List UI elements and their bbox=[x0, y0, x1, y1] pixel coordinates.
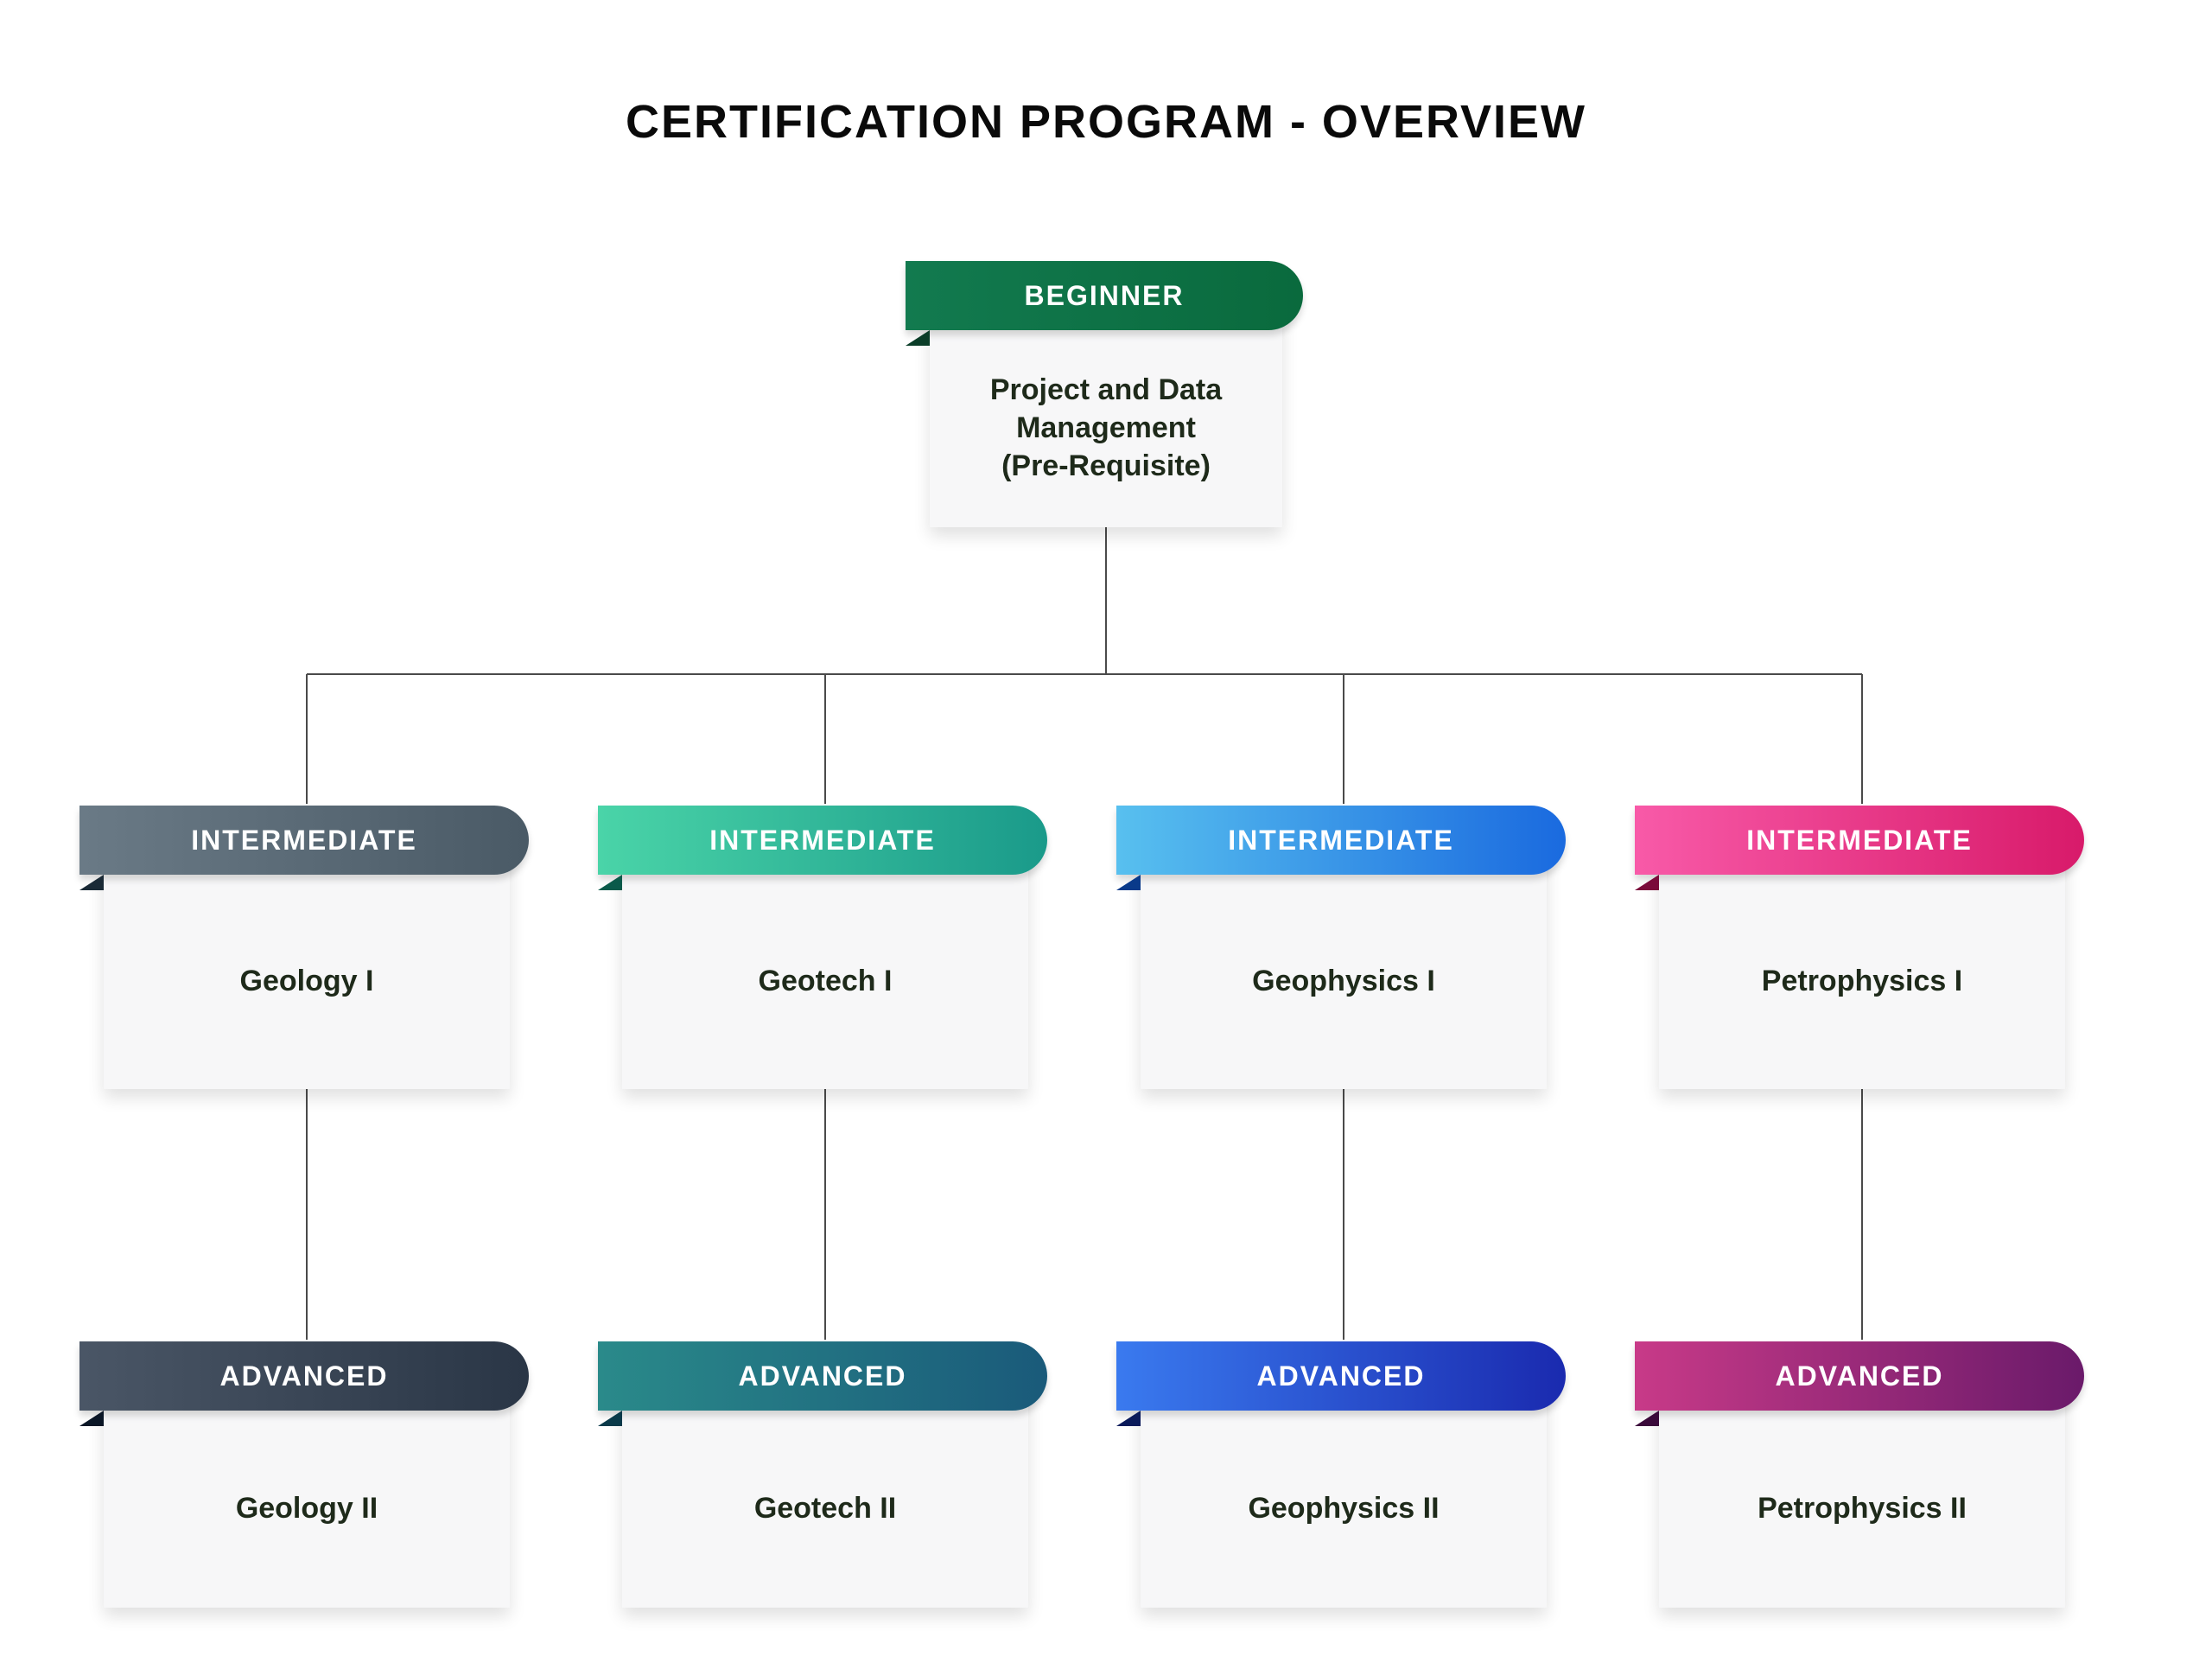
petrophysics-intermediate-ribbon: INTERMEDIATE bbox=[1635, 806, 2084, 875]
petrophysics-advanced-card: ADVANCEDPetrophysics II bbox=[1659, 1366, 2065, 1608]
petrophysics-intermediate-ribbon-corner bbox=[1635, 875, 1659, 890]
beginner-ribbon: BEGINNER bbox=[906, 261, 1303, 330]
geology-advanced-card: ADVANCEDGeology II bbox=[104, 1366, 510, 1608]
geology-advanced-ribbon: ADVANCED bbox=[79, 1341, 529, 1411]
geophysics-advanced-ribbon: ADVANCED bbox=[1116, 1341, 1566, 1411]
page-title: CERTIFICATION PROGRAM - OVERVIEW bbox=[0, 95, 2212, 149]
geophysics-advanced-card: ADVANCEDGeophysics II bbox=[1141, 1366, 1547, 1608]
geology-intermediate-ribbon-corner bbox=[79, 875, 104, 890]
petrophysics-advanced-ribbon: ADVANCED bbox=[1635, 1341, 2084, 1411]
beginner-ribbon-corner bbox=[906, 330, 930, 346]
geophysics-advanced-ribbon-corner bbox=[1116, 1411, 1141, 1426]
geophysics-intermediate-ribbon-corner bbox=[1116, 875, 1141, 890]
geophysics-intermediate-ribbon: INTERMEDIATE bbox=[1116, 806, 1566, 875]
geotech-advanced-ribbon: ADVANCED bbox=[598, 1341, 1047, 1411]
geology-intermediate-ribbon: INTERMEDIATE bbox=[79, 806, 529, 875]
petrophysics-intermediate-card: INTERMEDIATEPetrophysics I bbox=[1659, 830, 2065, 1089]
geotech-advanced-card: ADVANCEDGeotech II bbox=[622, 1366, 1028, 1608]
geotech-intermediate-card: INTERMEDIATEGeotech I bbox=[622, 830, 1028, 1089]
geotech-advanced-ribbon-corner bbox=[598, 1411, 622, 1426]
geotech-intermediate-ribbon-corner bbox=[598, 875, 622, 890]
geophysics-intermediate-card: INTERMEDIATEGeophysics I bbox=[1141, 830, 1547, 1089]
geotech-intermediate-ribbon: INTERMEDIATE bbox=[598, 806, 1047, 875]
beginner-card: BEGINNERProject and Data Management (Pre… bbox=[930, 285, 1282, 527]
petrophysics-advanced-ribbon-corner bbox=[1635, 1411, 1659, 1426]
geology-advanced-ribbon-corner bbox=[79, 1411, 104, 1426]
geology-intermediate-card: INTERMEDIATEGeology I bbox=[104, 830, 510, 1089]
